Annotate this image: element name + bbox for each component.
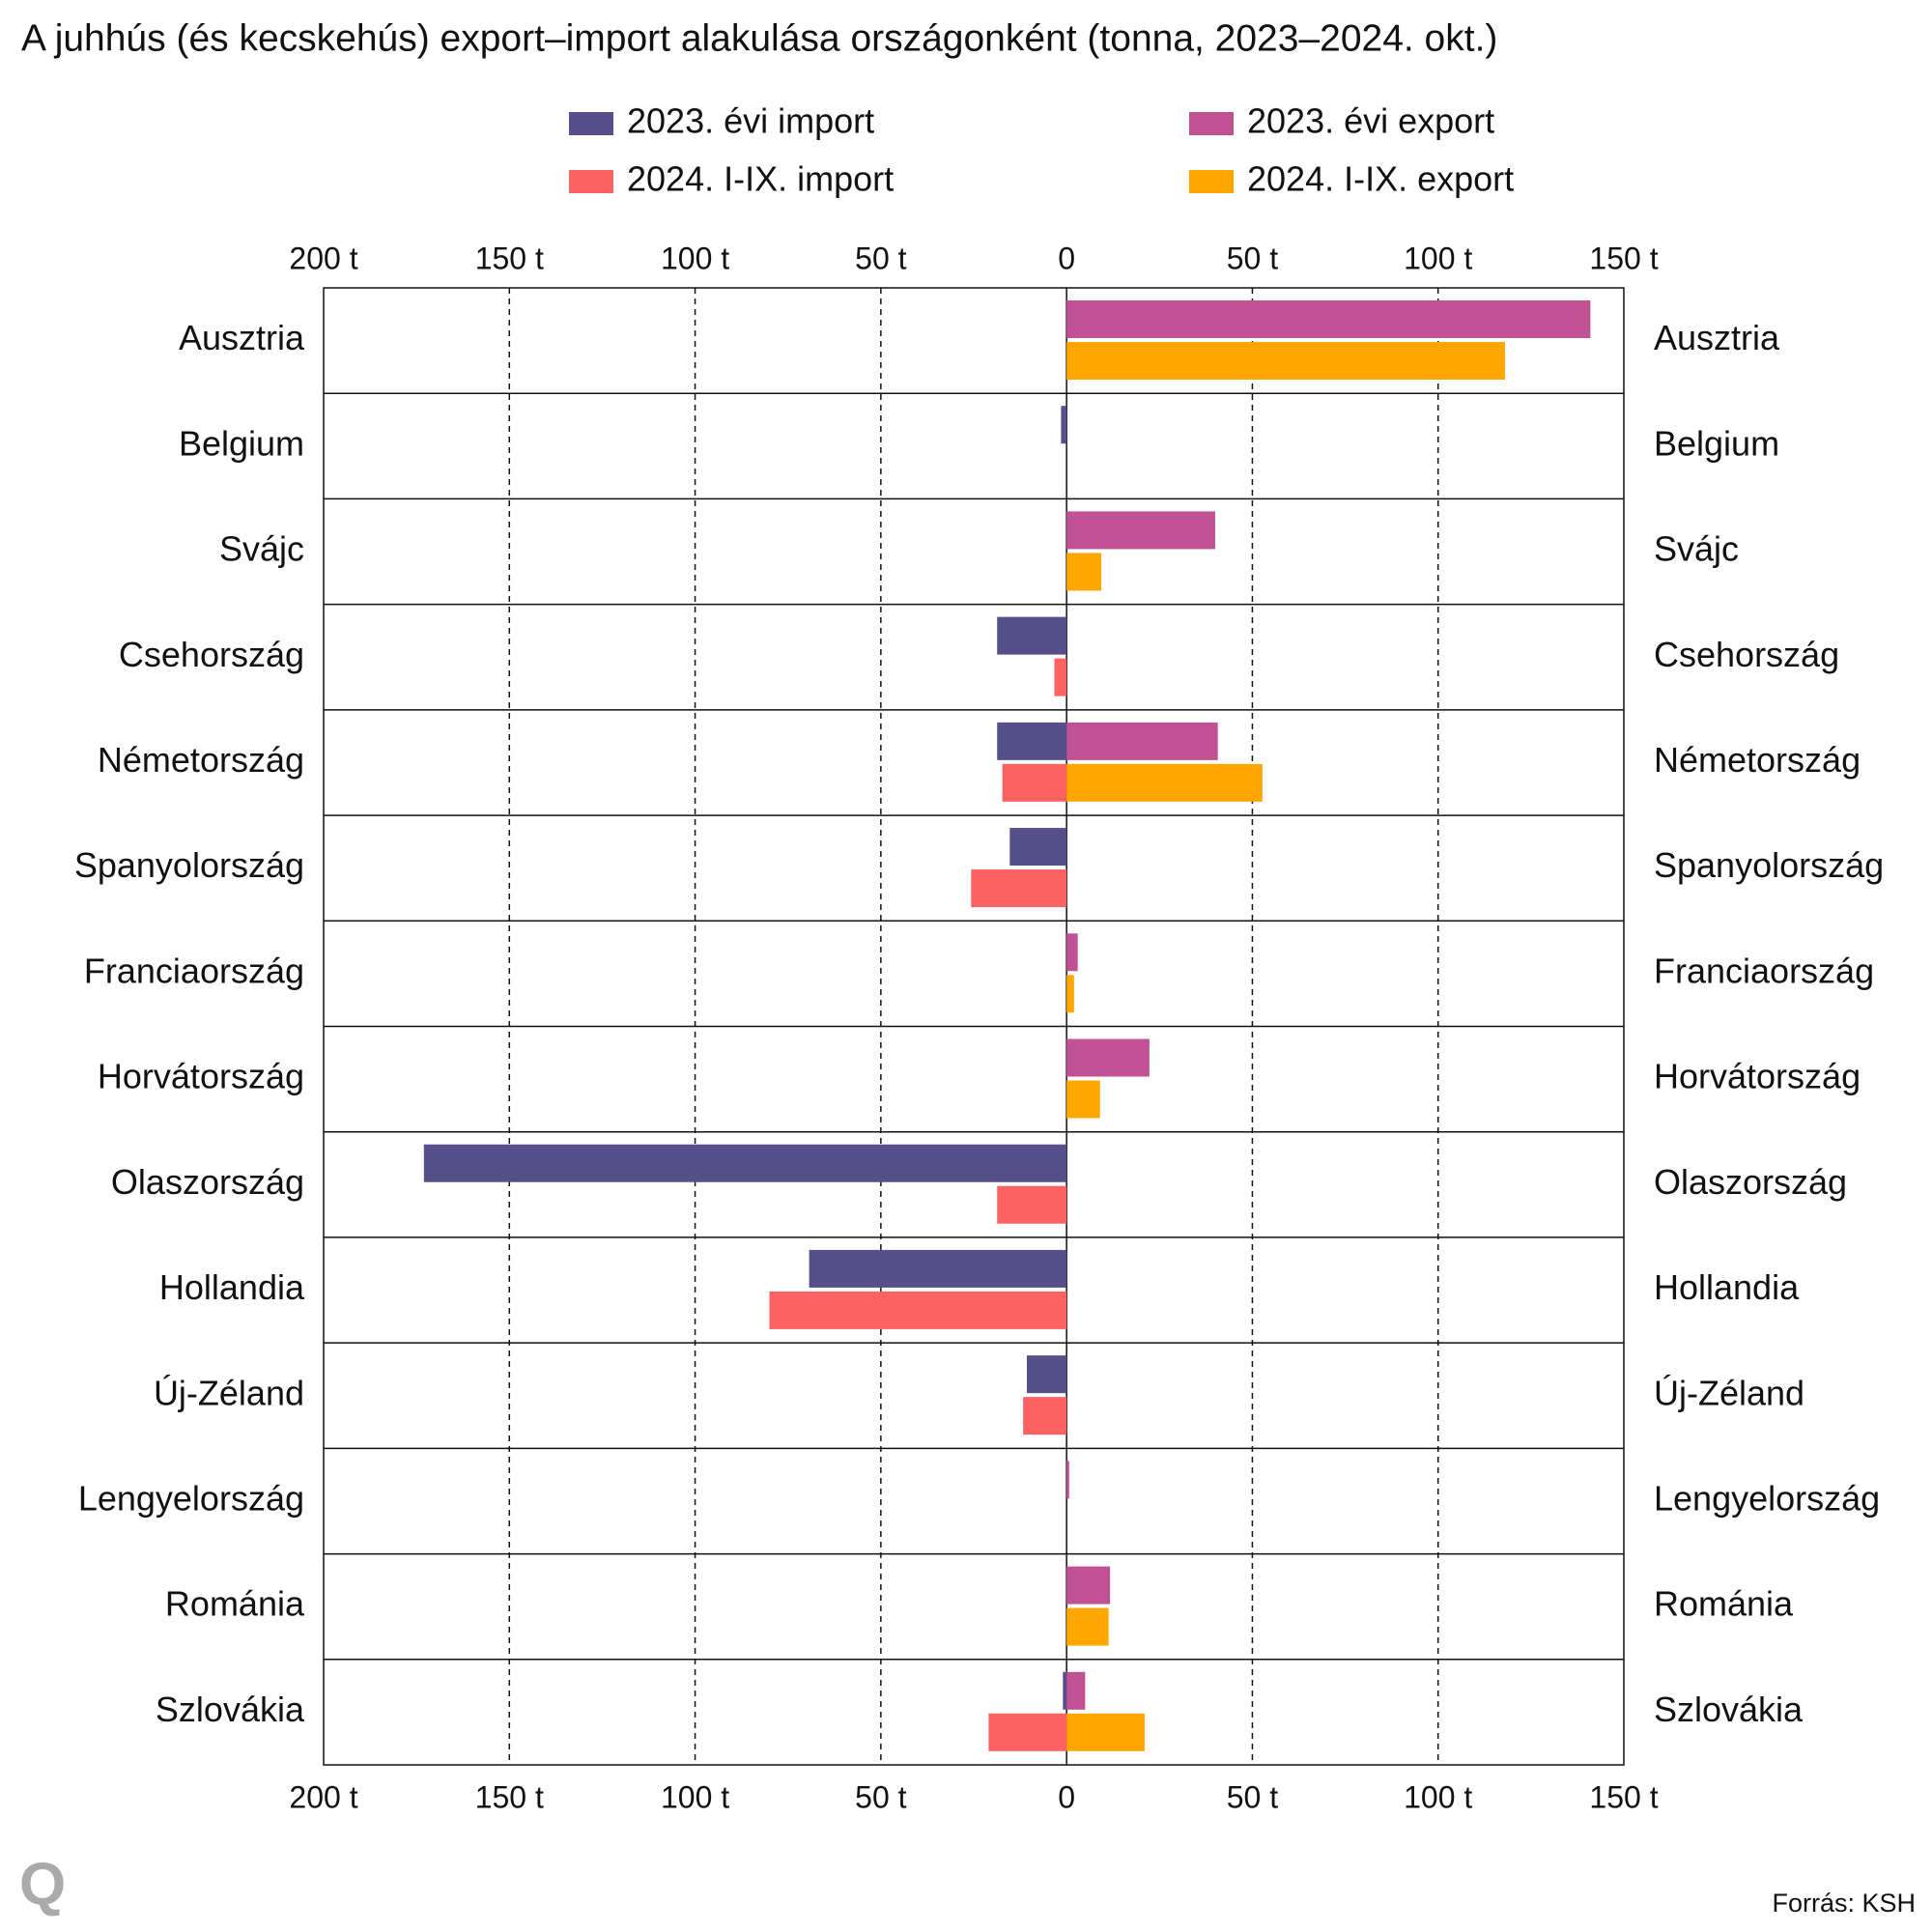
bar — [1066, 1671, 1086, 1710]
category-label: Németország — [98, 740, 304, 780]
legend-label: 2023. évi export — [1247, 101, 1494, 141]
category-label: Horvátország — [1654, 1057, 1861, 1096]
bar — [997, 616, 1067, 655]
legend-swatch — [1189, 112, 1234, 135]
x-tick-label: 0 — [1058, 1779, 1075, 1814]
source: Forrás: KSH — [1772, 1889, 1916, 1918]
category-label: Belgium — [1654, 423, 1779, 463]
bar — [1066, 1713, 1145, 1751]
category-label: Lengyelország — [78, 1478, 304, 1518]
bar — [1002, 763, 1067, 802]
x-tick-label: 50 t — [855, 1779, 906, 1814]
category-label: Ausztria — [1654, 318, 1780, 357]
bar — [1066, 300, 1591, 338]
x-tick-label: 50 t — [1227, 241, 1278, 275]
bar — [971, 869, 1067, 908]
category-label: Hollandia — [1654, 1267, 1800, 1307]
category-label: Franciaország — [84, 951, 304, 990]
x-tick-label: 50 t — [855, 241, 906, 275]
x-tick-label: 200 t — [289, 241, 357, 275]
category-label: Svájc — [1654, 529, 1739, 569]
category-label: Németország — [1654, 740, 1861, 780]
x-tick-label: 150 t — [1589, 241, 1658, 275]
bar — [1066, 722, 1218, 760]
bar — [1054, 658, 1067, 696]
bar — [423, 1144, 1067, 1182]
bar — [1066, 1607, 1109, 1646]
bar — [1009, 828, 1067, 867]
x-tick-label: 50 t — [1227, 1779, 1278, 1814]
category-label: Olaszország — [111, 1162, 304, 1202]
legend-swatch — [569, 112, 613, 135]
bar — [1066, 975, 1074, 1013]
category-label: Románia — [1654, 1584, 1794, 1624]
x-tick-label: 100 t — [661, 241, 729, 275]
bar — [1061, 406, 1067, 444]
bar — [1066, 1566, 1111, 1605]
logo: Q — [19, 1851, 66, 1918]
category-label: Lengyelország — [1654, 1478, 1880, 1518]
bar — [1026, 1355, 1067, 1394]
bar — [1066, 511, 1215, 550]
bar — [1066, 1461, 1069, 1499]
legend-label: 2023. évi import — [627, 101, 874, 141]
category-label: Szlovákia — [156, 1690, 305, 1729]
category-label: Csehország — [119, 635, 304, 674]
bar — [988, 1713, 1067, 1751]
category-label: Spanyolország — [1654, 845, 1884, 885]
category-label: Ausztria — [179, 318, 305, 357]
x-tick-label: 100 t — [1404, 1779, 1472, 1814]
legend-swatch — [1189, 170, 1234, 193]
bar — [1066, 553, 1101, 591]
chart-title: A juhhús (és kecskehús) export–import al… — [21, 17, 1497, 59]
legend-swatch — [569, 170, 613, 193]
bar — [1063, 1671, 1067, 1710]
legend-label: 2024. I-IX. export — [1247, 159, 1514, 199]
category-label: Románia — [165, 1584, 305, 1624]
category-label: Belgium — [179, 423, 304, 463]
x-tick-label: 0 — [1058, 241, 1075, 275]
bar — [997, 1185, 1067, 1224]
x-tick-label: 100 t — [1404, 241, 1472, 275]
x-tick-label: 150 t — [475, 1779, 544, 1814]
category-label: Franciaország — [1654, 951, 1874, 990]
category-label: Új-Zéland — [1654, 1373, 1804, 1412]
bar — [1066, 342, 1505, 380]
category-label: Svájc — [219, 529, 304, 569]
category-label: Csehország — [1654, 635, 1839, 674]
bar — [1066, 933, 1078, 972]
bar — [1066, 1080, 1100, 1119]
x-tick-label: 100 t — [661, 1779, 729, 1814]
bar — [769, 1291, 1067, 1329]
category-label: Új-Zéland — [154, 1373, 304, 1412]
category-label: Szlovákia — [1654, 1690, 1804, 1729]
bar — [997, 722, 1067, 760]
bar — [809, 1249, 1067, 1288]
bar — [1023, 1397, 1067, 1435]
bar — [1066, 763, 1263, 802]
category-label: Hollandia — [159, 1267, 305, 1307]
category-label: Horvátország — [98, 1057, 304, 1096]
x-tick-label: 150 t — [1589, 1779, 1658, 1814]
category-label: Olaszország — [1654, 1162, 1847, 1202]
category-label: Spanyolország — [74, 845, 304, 885]
plot-frame — [323, 287, 1625, 1766]
x-tick-label: 150 t — [475, 241, 544, 275]
bar — [1066, 1038, 1150, 1077]
x-tick-label: 200 t — [289, 1779, 357, 1814]
legend-label: 2024. I-IX. import — [627, 159, 894, 199]
